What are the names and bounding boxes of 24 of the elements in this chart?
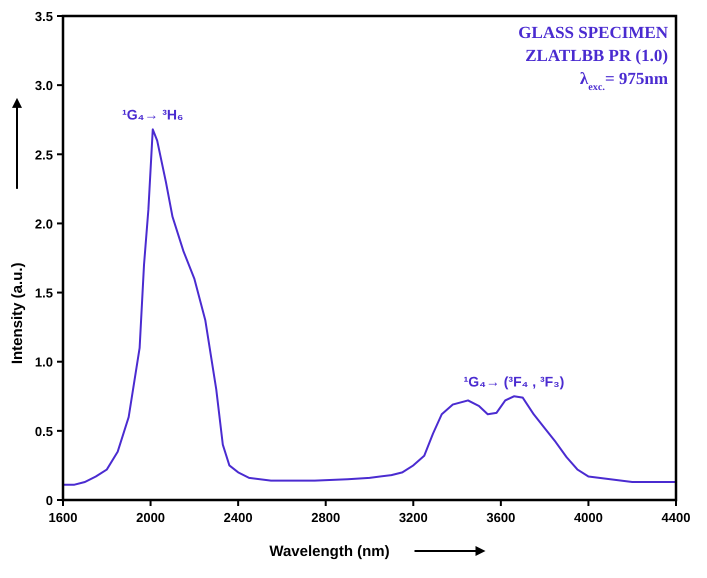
x-tick-label: 4400 [662, 510, 690, 525]
y-tick-label: 0 [46, 493, 53, 508]
annotation: ZLATLBB PR (1.0) [525, 46, 668, 65]
x-tick-label: 2000 [136, 510, 166, 525]
annotation: ¹G₄→ ³H₆ [122, 106, 184, 122]
x-tick-label: 2800 [311, 510, 340, 525]
x-tick-label: 3200 [398, 510, 428, 525]
y-tick-label: 3.0 [34, 78, 53, 94]
y-tick-label: 1.5 [34, 286, 53, 301]
y-tick-label: 2.5 [34, 147, 53, 162]
x-tick-label: 2400 [224, 510, 253, 525]
x-tick-label: 3600 [486, 510, 516, 525]
annotation: λ$_{exc.}$= 975nm [580, 69, 668, 92]
annotation: ¹G₄→ (³F₄ , ³F₃) [464, 373, 564, 390]
y-tick-label: 0.5 [34, 424, 53, 439]
annotation: GLASS SPECIMEN [518, 23, 669, 42]
y-tick-label: 2.0 [34, 216, 53, 232]
y-tick-label: 1.0 [34, 354, 53, 370]
x-tick-label: 1600 [48, 510, 78, 525]
x-axis-title: Wavelength (nm) [269, 543, 390, 560]
y-tick-label: 3.5 [34, 9, 53, 24]
x-tick-label: 4000 [574, 510, 603, 525]
line-series [62, 128, 677, 486]
y-axis-title: Intensity (a.u.) [9, 262, 26, 364]
